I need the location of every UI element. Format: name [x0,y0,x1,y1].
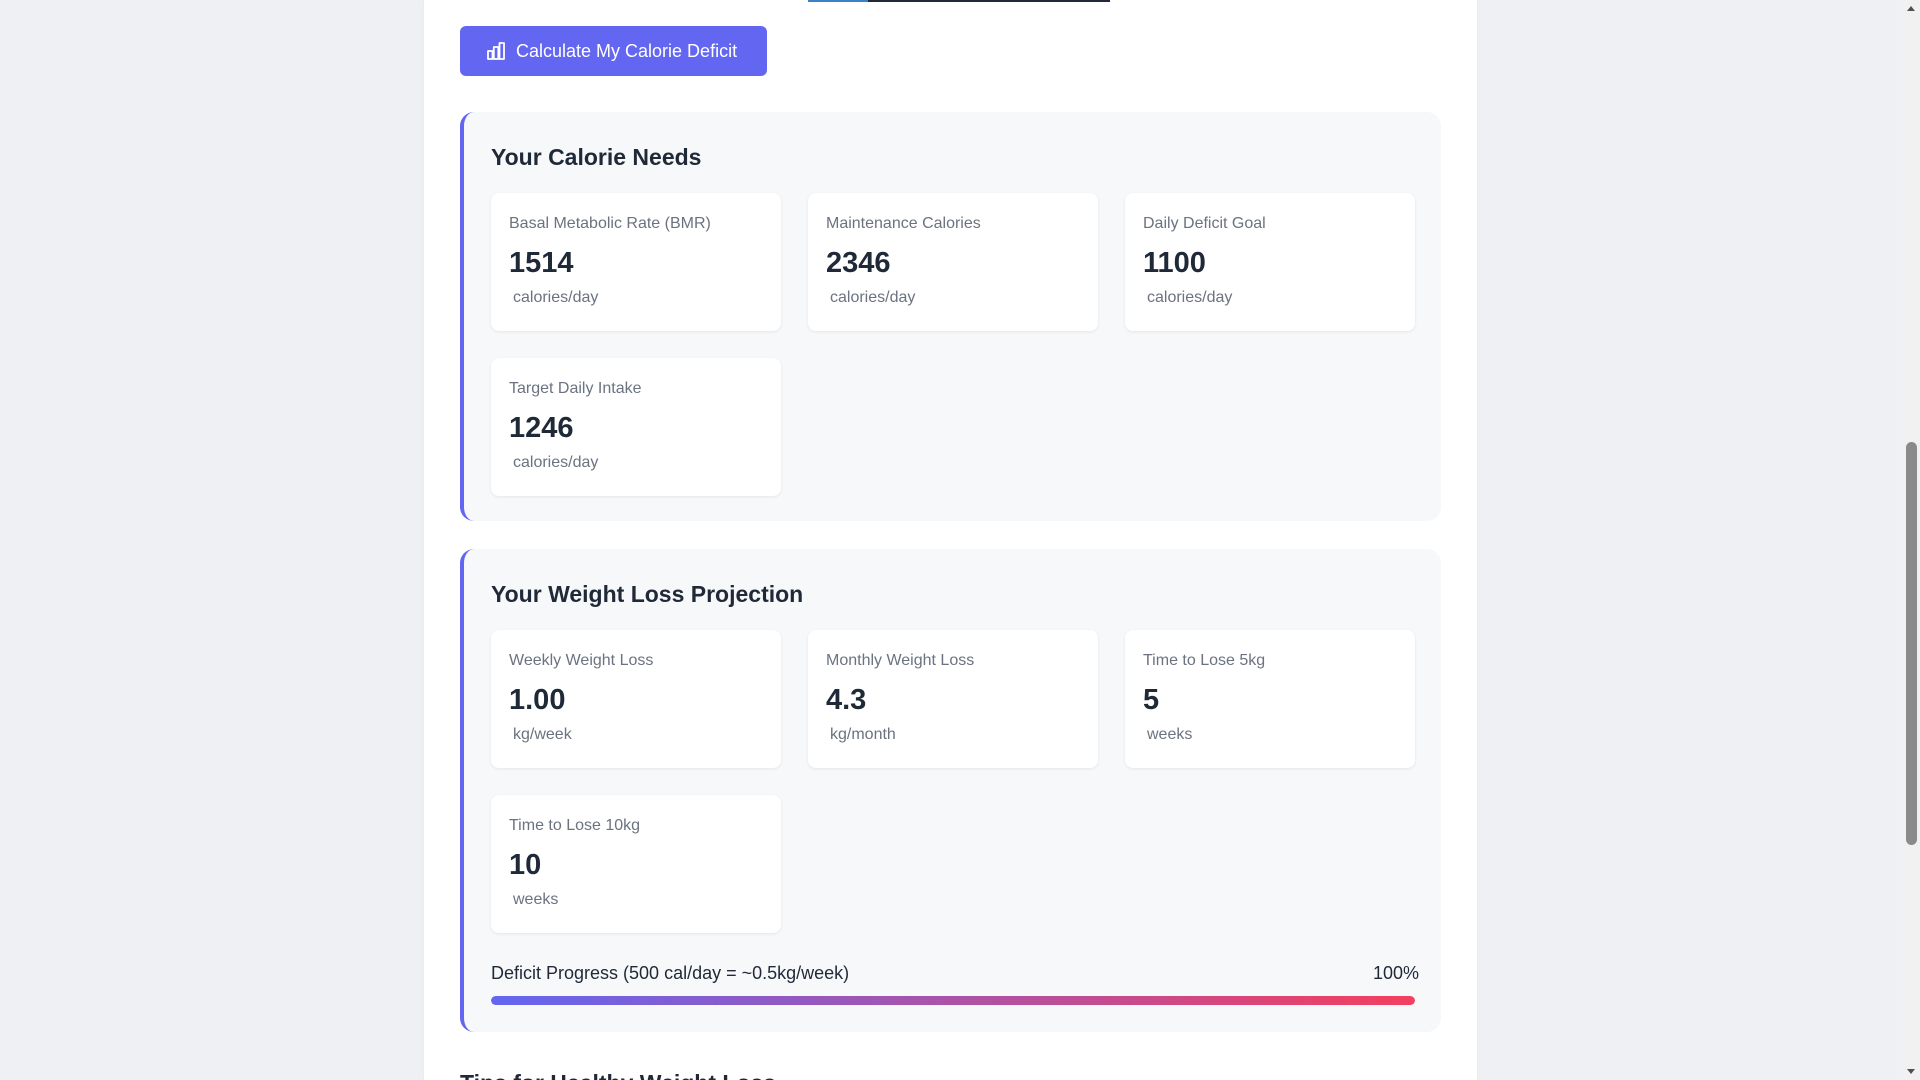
bar-chart-icon [487,42,505,60]
target-intake-card: Target Daily Intake 1246 calories/day [491,358,781,496]
deficit-progress-bar [491,996,1415,1005]
stat-unit: kg/week [513,726,572,743]
calorie-needs-section: Your Calorie Needs Basal Metabolic Rate … [460,112,1441,521]
progress-fill [491,996,1415,1005]
stat-unit: calories/day [513,289,599,306]
progress-label: Deficit Progress (500 cal/day = ~0.5kg/w… [491,963,850,983]
stat-value: 1246 [509,412,574,444]
time-5kg-card: Time to Lose 5kg 5 weeks [1125,630,1415,768]
stat-value: 10 [509,849,542,881]
scroll-down-icon[interactable] [1907,1069,1915,1074]
stat-label: Target Daily Intake [509,380,642,397]
stat-unit: calories/day [513,454,599,471]
stat-value: 4.3 [826,684,867,716]
stat-unit: weeks [1147,726,1193,743]
stat-unit: weeks [513,891,559,908]
stat-label: Basal Metabolic Rate (BMR) [509,215,711,232]
calculate-button-label: Calculate My Calorie Deficit [516,40,738,61]
page-scrollbar[interactable] [1903,0,1920,1080]
stat-label: Monthly Weight Loss [826,652,975,669]
time-10kg-card: Time to Lose 10kg 10 weeks [491,795,781,933]
bmr-card: Basal Metabolic Rate (BMR) 1514 calories… [491,193,781,331]
calculator-card: Calculate My Calorie Deficit Your Calori… [424,0,1477,1080]
monthly-loss-card: Monthly Weight Loss 4.3 kg/month [808,630,1098,768]
calorie-needs-title: Your Calorie Needs [491,144,702,170]
stat-label: Maintenance Calories [826,215,981,232]
stat-value: 1514 [509,247,574,279]
stat-label: Weekly Weight Loss [509,652,654,669]
scrollbar-thumb[interactable] [1906,442,1917,845]
stat-value: 2346 [826,247,891,279]
stat-value: 1.00 [509,684,566,716]
deficit-goal-card: Daily Deficit Goal 1100 calories/day [1125,193,1415,331]
projection-title: Your Weight Loss Projection [491,581,804,607]
stat-unit: calories/day [830,289,916,306]
stat-unit: calories/day [1147,289,1233,306]
stat-label: Time to Lose 5kg [1143,652,1266,669]
weekly-loss-card: Weekly Weight Loss 1.00 kg/week [491,630,781,768]
stat-value: 1100 [1143,247,1206,279]
calculate-button[interactable]: Calculate My Calorie Deficit [460,26,767,76]
progress-percent: 100% [1372,963,1419,983]
stat-label: Daily Deficit Goal [1143,215,1266,232]
tips-heading: Tips for Healthy Weight Loss [460,1070,776,1080]
stat-value: 5 [1143,684,1160,716]
stat-unit: kg/month [830,726,896,743]
projection-section: Your Weight Loss Projection Weekly Weigh… [460,549,1441,1032]
scroll-up-icon[interactable] [1907,6,1915,11]
stat-label: Time to Lose 10kg [509,817,641,834]
maintenance-card: Maintenance Calories 2346 calories/day [808,193,1098,331]
tab-underline [808,0,1110,2]
